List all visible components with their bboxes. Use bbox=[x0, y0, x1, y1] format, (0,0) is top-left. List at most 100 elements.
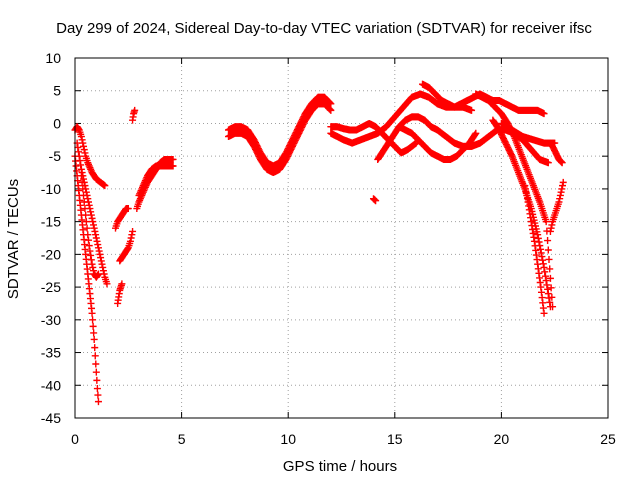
data-point bbox=[546, 265, 554, 273]
data-point bbox=[76, 157, 84, 165]
series-track-12 bbox=[225, 100, 335, 177]
data-point bbox=[103, 280, 111, 288]
data-point bbox=[80, 146, 88, 154]
data-points bbox=[71, 80, 567, 406]
data-point bbox=[325, 105, 333, 113]
data-point bbox=[100, 270, 108, 278]
data-point bbox=[534, 231, 542, 239]
data-point bbox=[92, 360, 100, 368]
data-point bbox=[91, 227, 99, 235]
data-point bbox=[74, 143, 82, 151]
data-point bbox=[127, 234, 135, 242]
y-tick-label: -15 bbox=[41, 214, 61, 230]
series-track-15 bbox=[369, 195, 380, 205]
data-point bbox=[540, 110, 548, 118]
data-point bbox=[90, 224, 98, 232]
data-point bbox=[90, 329, 98, 337]
data-point bbox=[84, 195, 92, 203]
data-point bbox=[169, 162, 177, 170]
data-point bbox=[78, 136, 86, 144]
data-point bbox=[94, 271, 102, 279]
data-point bbox=[88, 309, 96, 317]
data-point bbox=[544, 285, 552, 293]
data-point bbox=[87, 251, 95, 259]
data-point bbox=[84, 231, 92, 239]
series-track-23 bbox=[546, 178, 567, 235]
data-point bbox=[89, 316, 97, 324]
data-point bbox=[85, 242, 93, 250]
x-axis-title: GPS time / hours bbox=[283, 458, 397, 475]
data-point bbox=[75, 152, 83, 160]
data-point bbox=[82, 185, 90, 193]
data-point bbox=[545, 255, 553, 263]
y-tick-label: -45 bbox=[41, 410, 61, 426]
data-point bbox=[327, 106, 335, 114]
data-point bbox=[101, 182, 109, 190]
data-point bbox=[540, 263, 548, 271]
y-tick-label: 10 bbox=[45, 50, 61, 66]
data-point bbox=[88, 260, 96, 268]
data-point bbox=[81, 149, 89, 157]
x-tick-label: 15 bbox=[387, 431, 403, 447]
data-point bbox=[124, 245, 132, 253]
data-point bbox=[78, 169, 86, 177]
data-point bbox=[372, 197, 380, 205]
x-tick-label: 25 bbox=[600, 431, 616, 447]
y-tick-label: 5 bbox=[53, 83, 61, 99]
data-point bbox=[559, 178, 567, 186]
data-point bbox=[82, 218, 90, 226]
data-point bbox=[544, 237, 552, 245]
data-point bbox=[99, 267, 107, 275]
data-point bbox=[89, 218, 97, 226]
data-point bbox=[82, 188, 90, 196]
series-track-17 bbox=[395, 123, 480, 163]
y-axis-title: SDTVAR / TECUs bbox=[5, 179, 22, 299]
data-point bbox=[93, 237, 101, 245]
data-point bbox=[126, 237, 134, 245]
data-point bbox=[472, 129, 480, 137]
data-point bbox=[559, 182, 567, 190]
data-point bbox=[89, 263, 97, 271]
data-point bbox=[468, 106, 476, 114]
y-tick-label: -20 bbox=[41, 246, 61, 262]
chart-title: Day 299 of 2024, Sidereal Day-to-day VTE… bbox=[56, 20, 592, 37]
data-point bbox=[94, 398, 102, 406]
data-point bbox=[556, 191, 564, 199]
plot-frame bbox=[74, 57, 609, 419]
data-point bbox=[75, 148, 83, 156]
series-track-20 bbox=[489, 116, 554, 311]
data-point bbox=[325, 98, 333, 106]
data-point bbox=[557, 188, 565, 196]
data-point bbox=[544, 246, 552, 254]
data-point bbox=[556, 195, 564, 203]
data-point bbox=[124, 205, 132, 213]
data-point bbox=[540, 309, 548, 317]
series-track-10 bbox=[135, 162, 177, 199]
data-point bbox=[83, 224, 91, 232]
data-point bbox=[85, 236, 93, 244]
y-tick-label: -30 bbox=[41, 312, 61, 328]
data-point bbox=[538, 253, 546, 261]
data-point bbox=[543, 281, 551, 289]
data-point bbox=[77, 133, 85, 141]
data-point bbox=[537, 249, 545, 257]
data-point bbox=[547, 224, 555, 232]
data-point bbox=[555, 198, 563, 206]
data-point bbox=[536, 245, 544, 253]
data-point bbox=[87, 208, 95, 216]
y-tick-label: -35 bbox=[41, 345, 61, 361]
data-point bbox=[507, 151, 515, 159]
data-point bbox=[91, 344, 99, 352]
grid-lines bbox=[75, 58, 608, 418]
series-track-4 bbox=[73, 139, 111, 288]
series-track-3 bbox=[77, 172, 102, 281]
series-track-7 bbox=[114, 280, 126, 307]
data-point bbox=[558, 159, 566, 167]
data-point bbox=[79, 172, 87, 180]
data-point bbox=[542, 218, 550, 226]
data-point bbox=[545, 294, 553, 302]
data-point bbox=[98, 260, 106, 268]
data-point bbox=[95, 247, 103, 255]
data-point bbox=[544, 159, 552, 167]
data-point bbox=[547, 284, 555, 292]
